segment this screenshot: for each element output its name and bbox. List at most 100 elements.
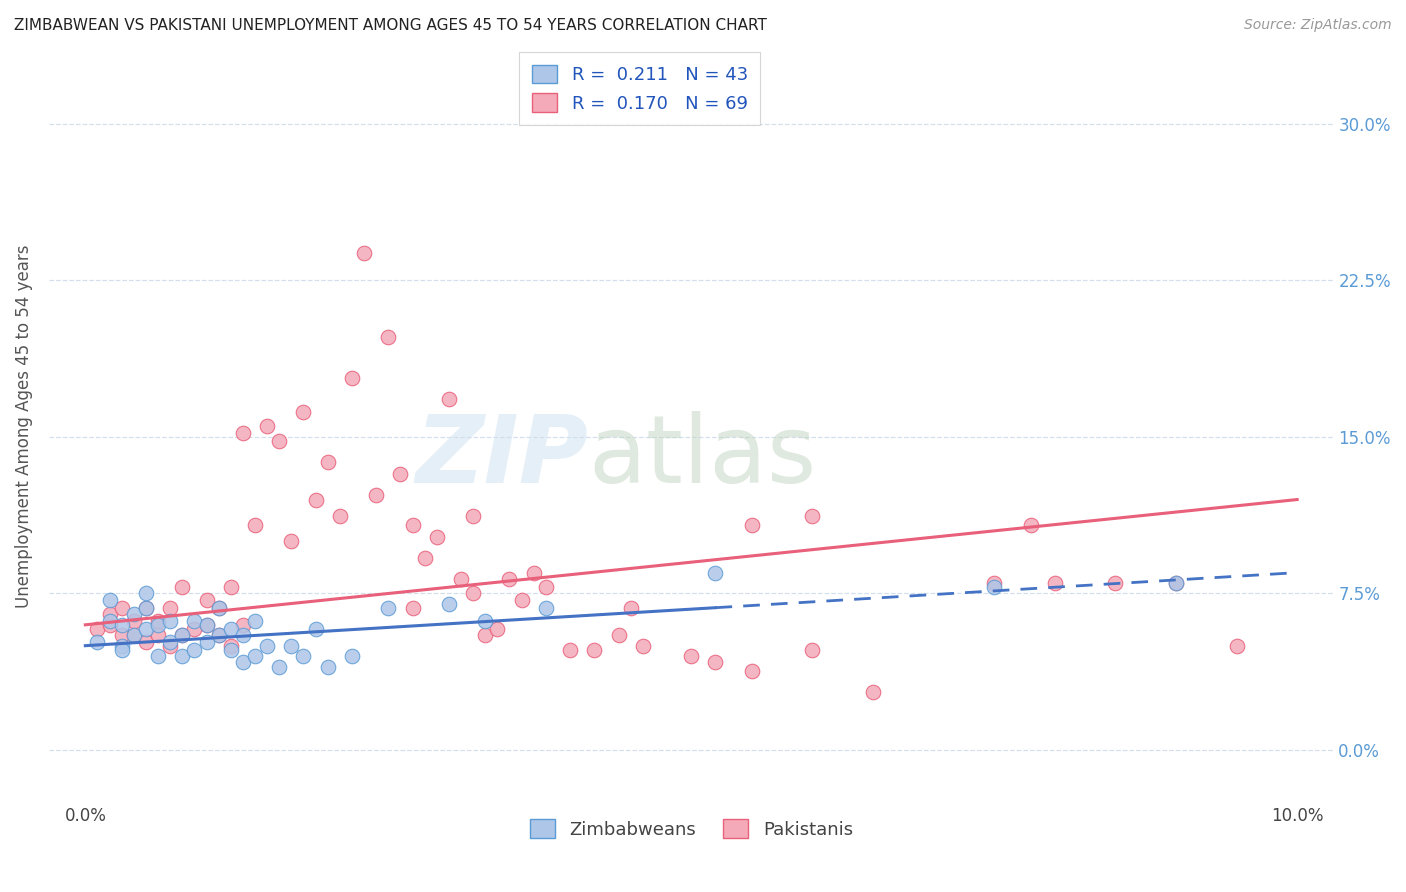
Point [111,628,134,642]
Point [280,534,302,549]
Point [377,329,399,343]
Point [607,628,630,642]
Point [437,597,460,611]
Point [172,580,194,594]
Point [159,639,181,653]
Point [741,517,763,532]
Point [111,617,134,632]
Point [280,639,302,653]
Point [461,509,484,524]
Point [195,617,218,632]
Point [135,601,157,615]
Point [801,643,824,657]
Point [219,639,242,653]
Point [256,419,278,434]
Point [86,634,108,648]
Point [146,614,169,628]
Point [207,601,229,615]
Point [631,639,654,653]
Point [461,586,484,600]
Point [183,622,205,636]
Point [243,649,266,664]
Point [98,614,121,628]
Point [292,649,315,664]
Point [413,551,436,566]
Point [620,601,643,615]
Text: Source: ZipAtlas.com: Source: ZipAtlas.com [1244,18,1392,32]
Point [862,684,884,698]
Point [219,622,242,636]
Point [159,614,181,628]
Point [498,572,520,586]
Point [135,601,157,615]
Point [172,628,194,642]
Point [292,405,315,419]
Point [704,656,727,670]
Point [741,664,763,678]
Point [135,622,157,636]
Point [98,592,121,607]
Point [983,580,1005,594]
Point [304,622,326,636]
Point [1164,576,1187,591]
Point [219,580,242,594]
Text: atlas: atlas [589,410,817,502]
Point [329,509,352,524]
Point [316,659,339,673]
Point [256,639,278,653]
Point [401,517,423,532]
Point [243,517,266,532]
Point [86,622,108,636]
Point [377,601,399,615]
Point [401,601,423,615]
Point [340,649,363,664]
Point [207,628,229,642]
Point [269,659,291,673]
Point [135,634,157,648]
Point [159,634,181,648]
Point [681,649,703,664]
Point [450,572,472,586]
Point [195,617,218,632]
Point [111,639,134,653]
Point [232,628,254,642]
Point [135,586,157,600]
Point [1104,576,1126,591]
Point [983,576,1005,591]
Point [474,628,496,642]
Point [111,643,134,657]
Point [1019,517,1042,532]
Point [366,488,388,502]
Point [534,601,557,615]
Point [122,607,145,622]
Point [146,649,169,664]
Point [219,643,242,657]
Point [523,566,546,580]
Point [801,509,824,524]
Point [195,634,218,648]
Point [232,425,254,440]
Point [389,467,412,482]
Text: ZIMBABWEAN VS PAKISTANI UNEMPLOYMENT AMONG AGES 45 TO 54 YEARS CORRELATION CHART: ZIMBABWEAN VS PAKISTANI UNEMPLOYMENT AMO… [14,18,766,33]
Point [340,371,363,385]
Point [98,607,121,622]
Point [172,628,194,642]
Text: ZIP: ZIP [416,410,589,502]
Y-axis label: Unemployment Among Ages 45 to 54 years: Unemployment Among Ages 45 to 54 years [15,244,32,608]
Point [437,392,460,407]
Point [183,614,205,628]
Point [122,628,145,642]
Point [704,566,727,580]
Point [583,643,606,657]
Point [111,601,134,615]
Point [243,614,266,628]
Point [1043,576,1066,591]
Point [172,649,194,664]
Point [122,614,145,628]
Point [1164,576,1187,591]
Point [316,455,339,469]
Point [426,530,449,544]
Point [146,617,169,632]
Point [269,434,291,448]
Point [534,580,557,594]
